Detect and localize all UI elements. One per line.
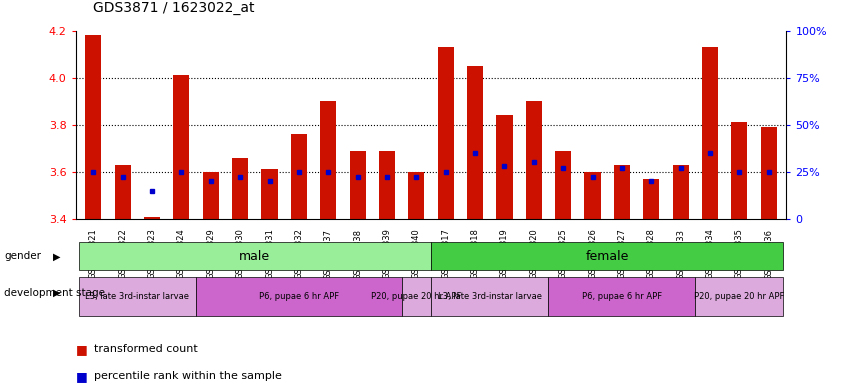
Bar (408, 172, 425, 219)
Bar (702, 47, 718, 219)
Text: development stage: development stage (4, 288, 105, 298)
Text: GDS3871 / 1623022_at: GDS3871 / 1623022_at (93, 2, 254, 15)
Text: P6, pupae 6 hr APF: P6, pupae 6 hr APF (259, 292, 339, 301)
Text: male: male (239, 250, 271, 263)
Bar (262, 169, 278, 219)
Bar (696, 277, 784, 316)
Bar (402, 277, 431, 316)
Text: ■: ■ (76, 370, 87, 383)
Text: ■: ■ (76, 343, 87, 356)
Bar (614, 165, 630, 219)
Bar (526, 101, 542, 219)
Bar (673, 165, 689, 219)
Bar (350, 151, 366, 219)
Text: L3, late 3rd-instar larvae: L3, late 3rd-instar larvae (85, 292, 189, 301)
Bar (85, 35, 102, 219)
Bar (203, 172, 219, 219)
Text: female: female (585, 250, 629, 263)
Text: transformed count: transformed count (94, 344, 198, 354)
Bar (232, 158, 248, 219)
Bar (78, 243, 431, 270)
Bar (760, 127, 777, 219)
Bar (379, 151, 395, 219)
Bar (643, 179, 659, 219)
Bar (291, 134, 307, 219)
Text: P6, pupae 6 hr APF: P6, pupae 6 hr APF (582, 292, 662, 301)
Bar (555, 151, 571, 219)
Bar (732, 122, 748, 219)
Text: P20, pupae 20 hr APF: P20, pupae 20 hr APF (371, 292, 462, 301)
Text: gender: gender (4, 251, 41, 262)
Bar (496, 115, 512, 219)
Text: L3, late 3rd-instar larvae: L3, late 3rd-instar larvae (438, 292, 542, 301)
Bar (467, 66, 483, 219)
Bar (320, 101, 336, 219)
Bar (584, 172, 600, 219)
Bar (114, 165, 130, 219)
Bar (144, 217, 160, 219)
Text: P20, pupae 20 hr APF: P20, pupae 20 hr APF (694, 292, 785, 301)
Bar (173, 75, 189, 219)
Bar (437, 47, 454, 219)
Bar (196, 277, 402, 316)
Bar (78, 277, 196, 316)
Bar (431, 277, 548, 316)
Text: percentile rank within the sample: percentile rank within the sample (94, 371, 282, 381)
Text: ▶: ▶ (53, 288, 61, 298)
Bar (431, 243, 784, 270)
Bar (548, 277, 696, 316)
Text: ▶: ▶ (53, 251, 61, 262)
